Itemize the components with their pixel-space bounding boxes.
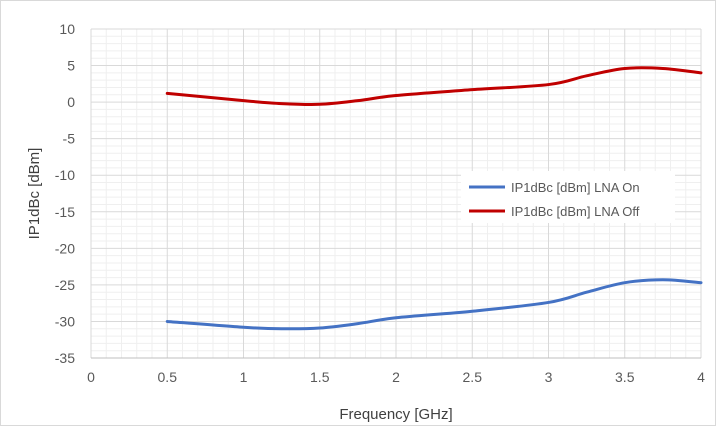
- legend: IP1dBc [dBm] LNA On IP1dBc [dBm] LNA Off: [461, 171, 675, 223]
- series-line-lna-off: [165, 66, 703, 106]
- x-axis-title: Frequency [GHz]: [339, 406, 452, 423]
- series-group: [165, 66, 703, 331]
- y-tick-label: -10: [55, 167, 75, 183]
- x-tick-label: 2: [392, 369, 400, 385]
- y-tick-label: 0: [67, 94, 75, 110]
- legend-background: [461, 171, 675, 223]
- x-tick-label: 4: [697, 369, 705, 385]
- y-tick-label: -20: [55, 240, 75, 256]
- series-line-lna-on: [165, 278, 703, 331]
- y-tick-label: -15: [55, 204, 75, 220]
- y-tick-label: -5: [63, 131, 76, 147]
- y-tick-label: -25: [55, 277, 75, 293]
- y-axis-title: IP1dBc [dBm]: [26, 148, 43, 240]
- y-tick-label: -30: [55, 313, 75, 329]
- y-tick-label: 5: [67, 58, 75, 74]
- x-tick-label: 1: [240, 369, 248, 385]
- x-tick-label: 0: [87, 369, 95, 385]
- x-tick-label: 1.5: [310, 369, 330, 385]
- legend-entry-label: IP1dBc [dBm] LNA Off: [511, 204, 640, 219]
- y-tick-label: -35: [55, 350, 75, 366]
- x-tick-label: 0.5: [158, 369, 178, 385]
- legend-entry-label: IP1dBc [dBm] LNA On: [511, 180, 640, 195]
- x-tick-label: 3: [545, 369, 553, 385]
- x-tick-label: 2.5: [463, 369, 483, 385]
- y-tick-label: 10: [59, 21, 75, 37]
- tick-labels: 0 0.5 1 1.5 2 2.5 3 3.5 4 10 5 0 -5 -10 -15 -20 -25 -30 -3…: [55, 21, 705, 385]
- x-tick-label: 3.5: [615, 369, 635, 385]
